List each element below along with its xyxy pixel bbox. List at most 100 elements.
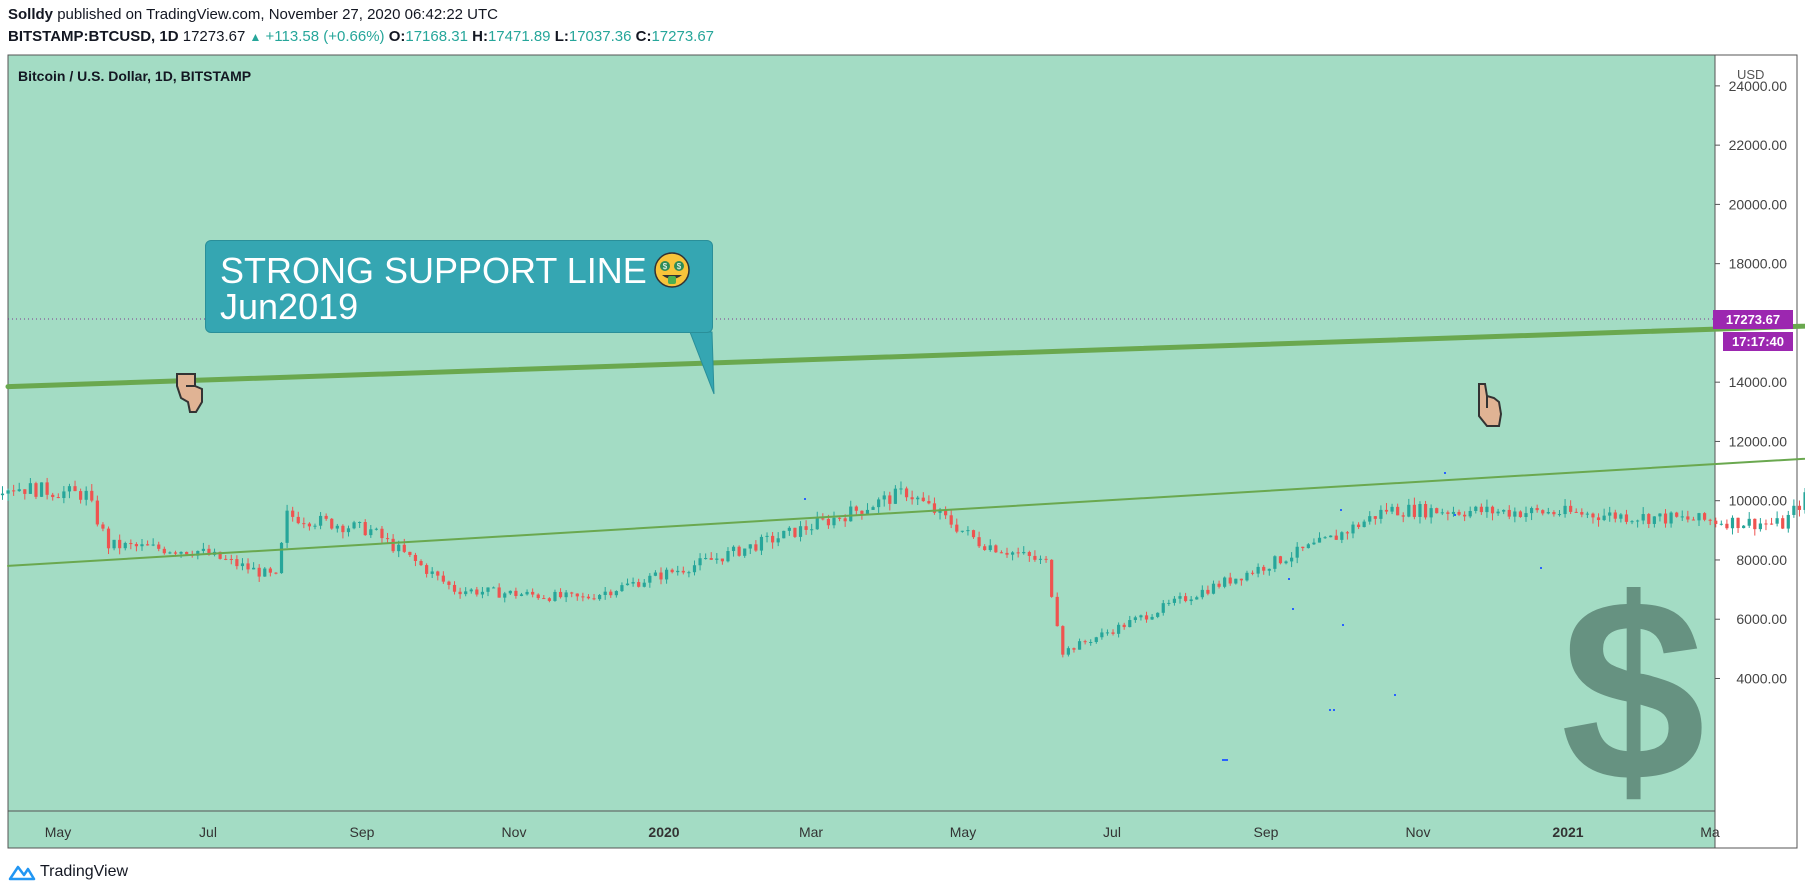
candle-body <box>1658 513 1662 517</box>
candle-body <box>944 509 948 516</box>
time-axis[interactable] <box>7 810 1716 849</box>
long-trendline[interactable] <box>7 396 1805 567</box>
candle-body <box>1719 523 1723 525</box>
candle-body <box>547 598 551 601</box>
candle-body <box>1797 505 1802 510</box>
candle-body <box>1329 535 1333 538</box>
author-name[interactable]: Solldy <box>8 6 54 23</box>
blue-dot <box>1222 759 1228 761</box>
candle-body <box>497 587 501 598</box>
y-tick-label: 8000.00 <box>1736 552 1787 568</box>
candle-body <box>486 587 490 592</box>
candle-body <box>23 489 27 494</box>
candle-body <box>603 591 607 595</box>
candle-body <box>1652 516 1656 524</box>
candle-body <box>419 560 423 566</box>
candle-body <box>1647 514 1651 524</box>
y-axis-ticks: 24000.0022000.0020000.0018000.0016000.00… <box>1715 78 1788 686</box>
y-tick-label: 14000.00 <box>1729 374 1788 390</box>
candle-body <box>1429 508 1433 518</box>
price-axis[interactable] <box>1714 54 1798 849</box>
candle-body <box>1005 552 1009 555</box>
trendlines[interactable] <box>5 190 1805 567</box>
y-tick-label: 6000.00 <box>1736 611 1787 627</box>
candle-body <box>1457 511 1461 515</box>
candle-body <box>1161 603 1165 613</box>
candle-body <box>637 582 641 587</box>
candle-body <box>1072 648 1076 650</box>
candle-body <box>1669 512 1673 524</box>
candle-body <box>871 507 875 510</box>
candle-body <box>1061 626 1065 655</box>
candle-body <box>598 594 602 600</box>
candle-body <box>464 591 468 595</box>
tradingview-brand[interactable]: TradingView <box>8 863 128 881</box>
candle-body <box>157 544 161 549</box>
candle-body <box>558 591 563 598</box>
candle-body <box>1390 506 1394 512</box>
candle-body <box>1211 583 1216 594</box>
candle-body <box>408 551 412 555</box>
candle-body <box>877 499 881 508</box>
close-value: 17273.67 <box>651 28 715 45</box>
currency-label[interactable]: USD <box>1737 67 1765 82</box>
candle-body <box>318 515 323 526</box>
candle-body <box>1195 597 1199 600</box>
candle-body <box>145 544 150 546</box>
candle-body <box>1384 509 1389 512</box>
candle-body <box>503 593 507 598</box>
candle-body <box>570 592 574 594</box>
support-line-callout[interactable]: STRONG SUPPORT LINE $ $ Jun2019 <box>205 240 713 333</box>
candle-body <box>1156 612 1160 617</box>
candle-body <box>1066 648 1070 655</box>
candle-body <box>1680 516 1684 518</box>
countdown-tag: 17:17:40 <box>1723 332 1793 351</box>
candle-body <box>324 515 328 519</box>
candle-body <box>252 567 256 570</box>
candle-body <box>1267 568 1271 571</box>
candle-body <box>1502 509 1506 512</box>
candle-body <box>988 545 992 550</box>
x-tick-label: Jul <box>199 824 217 840</box>
candle-body <box>1496 511 1500 514</box>
candle-body <box>670 569 674 573</box>
plot-area[interactable] <box>7 54 1716 812</box>
candle-body <box>95 500 99 525</box>
candle-body <box>1602 515 1606 521</box>
candle-body <box>296 516 300 524</box>
candle-body <box>1524 513 1528 518</box>
candle-body <box>1228 577 1232 584</box>
candle-body <box>1245 572 1249 581</box>
candle-body <box>1200 589 1204 598</box>
candle-body <box>1250 572 1255 574</box>
candle-body <box>1764 523 1768 525</box>
candle-body <box>79 491 83 500</box>
candle-body <box>1044 558 1048 560</box>
candle-body <box>1189 599 1193 602</box>
candle-body <box>123 542 127 549</box>
candle-body <box>731 546 736 552</box>
strong-support-line[interactable] <box>5 296 1805 390</box>
candle-body <box>793 527 797 537</box>
candle-body <box>1747 518 1751 526</box>
candle-body <box>664 569 669 580</box>
candle-body <box>380 528 384 539</box>
dollar-sign-icon: $ <box>1561 546 1706 836</box>
candle-body <box>715 558 719 560</box>
candle-body <box>179 551 183 554</box>
candle-body <box>1055 596 1059 627</box>
candle-body <box>1574 511 1578 513</box>
x-tick-label: Mar <box>799 824 823 840</box>
candle-body <box>358 522 362 524</box>
candle-body <box>1541 510 1545 514</box>
candle-body <box>1697 513 1701 521</box>
candle-body <box>240 563 245 567</box>
candle-body <box>1105 632 1110 634</box>
candle-body <box>1440 512 1444 514</box>
candle-body <box>1150 616 1154 620</box>
candle-body <box>1775 518 1779 524</box>
candle-body <box>1128 620 1132 628</box>
svg-text:$: $ <box>663 262 668 271</box>
up-triangle-icon: ▲ <box>249 30 262 44</box>
